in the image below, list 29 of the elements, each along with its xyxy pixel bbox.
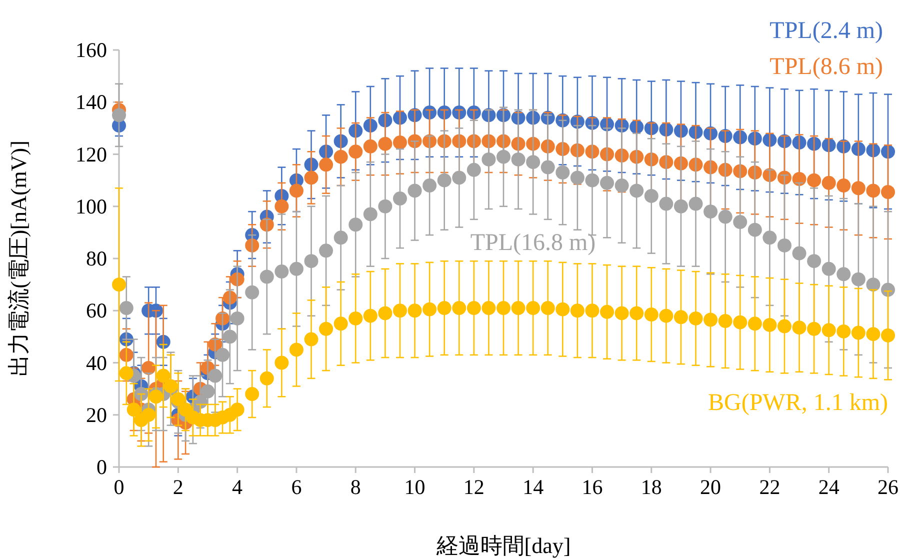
x-tick-label: 2 <box>172 475 184 499</box>
x-tick-label: 24 <box>818 475 840 499</box>
x-tick-label: 12 <box>463 475 484 499</box>
x-tick-label: 6 <box>291 475 302 499</box>
y-tick-label: 60 <box>86 298 107 323</box>
y-tick-label: 120 <box>76 142 107 166</box>
y-tick-label: 100 <box>76 194 107 218</box>
y-axis-title: 出力電流(電圧)[nA(mV)] <box>6 140 31 376</box>
x-tick-label: 16 <box>582 475 603 499</box>
series-label: TPL(16.8 m) <box>470 230 596 256</box>
x-tick-label: 22 <box>759 475 780 499</box>
y-tick-label: 0 <box>96 455 107 479</box>
series-label: BG(PWR, 1.1 km) <box>708 390 888 416</box>
text: TPL(8.6 m) <box>770 54 883 80</box>
x-tick-label: 8 <box>350 475 361 499</box>
y-tick-label: 140 <box>76 90 107 114</box>
x-tick-label: 20 <box>700 475 722 499</box>
x-tick-label: 0 <box>114 475 124 499</box>
x-tick-label: 10 <box>404 475 426 499</box>
x-tick-label: 18 <box>640 475 662 499</box>
y-tick-label: 40 <box>86 350 107 375</box>
y-tick-label: 80 <box>86 246 107 270</box>
text: TPL(2.4 m) <box>770 18 883 44</box>
x-axis-title: 経過時間[day] <box>435 533 571 558</box>
y-tick-label: 160 <box>76 38 107 62</box>
y-tick-label: 20 <box>86 402 107 427</box>
x-tick-label: 4 <box>232 475 244 499</box>
x-tick-label: 14 <box>522 475 544 499</box>
x-tick-label: 26 <box>878 475 898 499</box>
